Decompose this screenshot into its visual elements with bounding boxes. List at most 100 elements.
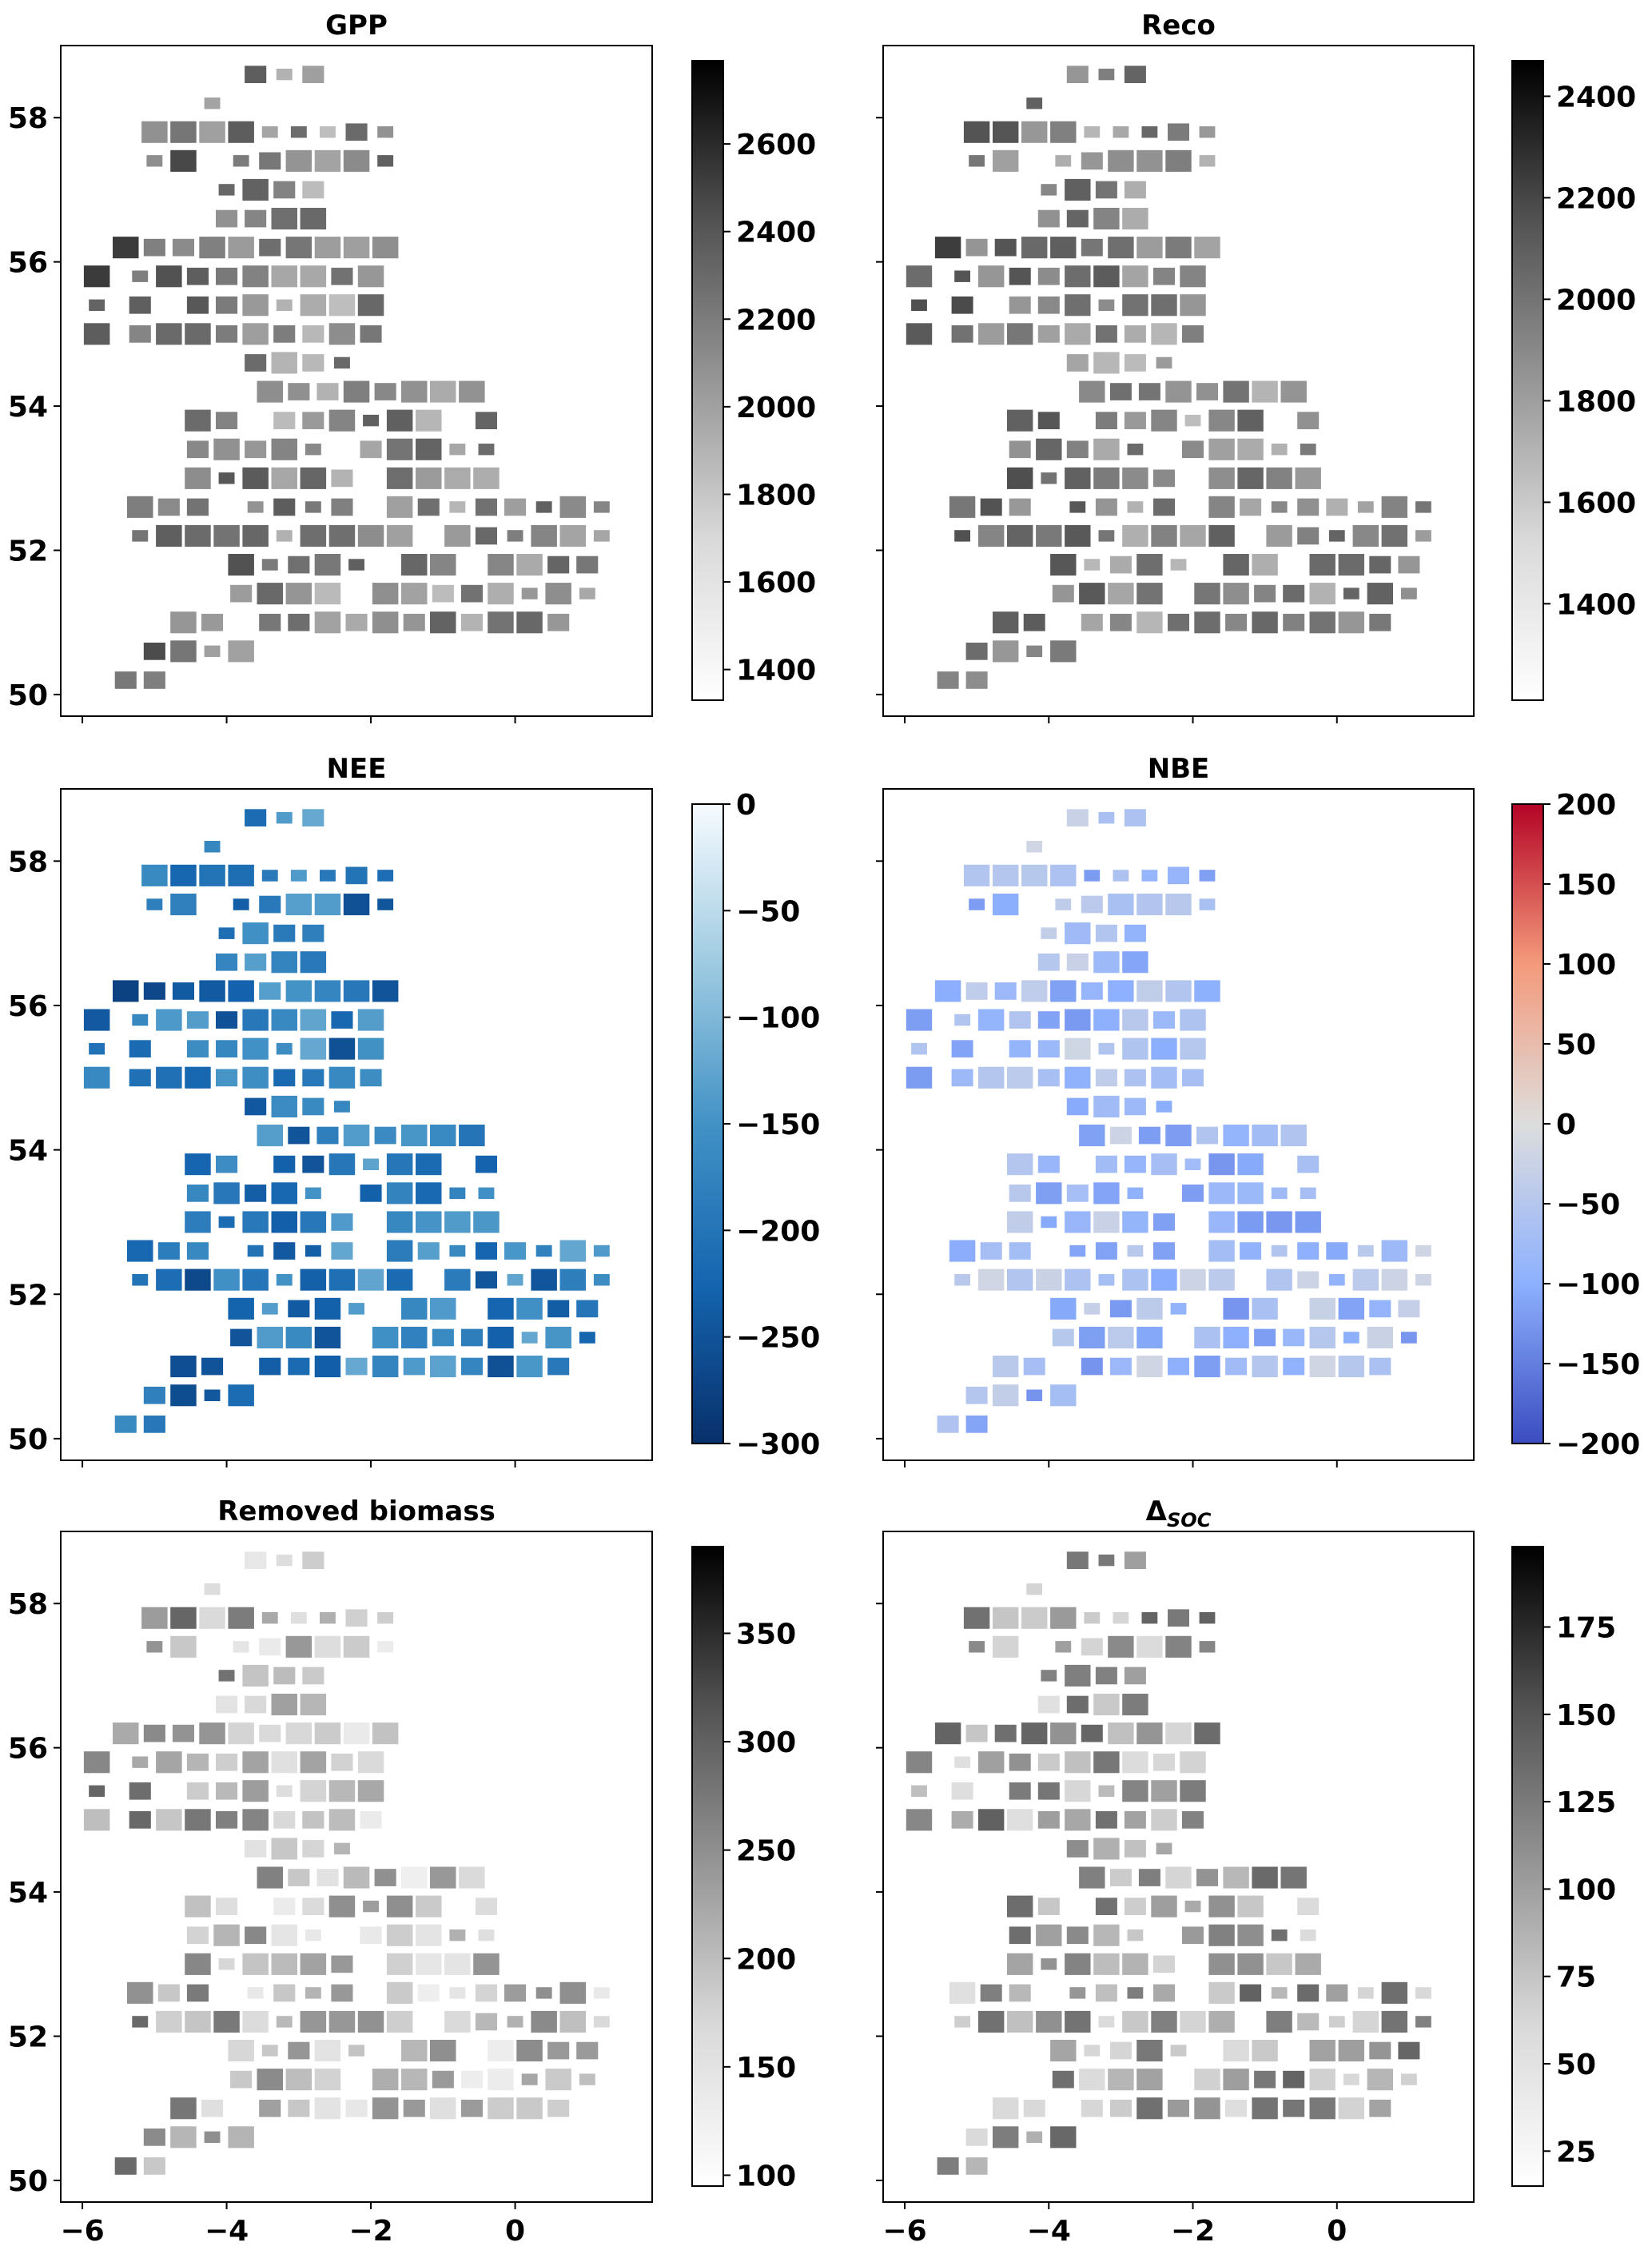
colorbar-tick-label: 1600 [736,567,816,599]
grid-cell [1338,2097,1364,2120]
grid-cell [507,2016,523,2028]
grid-cell [1136,2069,1163,2091]
grid-cell [430,554,456,576]
grid-cell [331,1011,353,1029]
grid-cell [157,1984,180,2002]
grid-cell [377,870,394,882]
grid-cell [213,1182,240,1205]
grid-cell [170,611,197,634]
grid-cell [276,1042,293,1055]
colorbar-tick-label: 150 [1556,869,1616,902]
grid-cell [328,2010,356,2033]
grid-cell [906,1809,933,1831]
colorbar [691,1546,724,2187]
panel-3: NBE 200 150 100 50 0 −50 −100 −150 −200 [876,753,1640,1467]
panel-title-text: Removed biomass [217,1495,496,1527]
grid-cell [331,1213,353,1231]
grid-cell [374,1869,396,1886]
grid-cell [1180,2010,1206,2033]
grid-cell [1237,1153,1264,1176]
grid-cell [1266,2010,1292,2033]
grid-cell [288,1357,310,1376]
grid-cell [186,296,209,314]
grid-cell [216,267,238,285]
grid-cell [1309,1297,1336,1320]
grid-cell [259,613,281,631]
panel-title-text: NBE [1148,753,1210,785]
grid-cell [288,556,310,574]
grid-cell [1153,469,1175,488]
grid-cell [1084,126,1101,138]
grid-cell [1136,1326,1163,1348]
grid-cell [1283,1357,1305,1376]
grid-cell [475,2013,497,2031]
grid-cell [305,1187,321,1200]
grid-cell [1357,501,1374,513]
grid-cell [1079,1326,1105,1348]
grid-cell [1271,1187,1288,1200]
grid-cell [949,1240,976,1262]
grid-cell [271,1211,297,1233]
grid-cell [1153,1242,1175,1260]
grid-cell [1208,1924,1235,1946]
grid-cell [449,444,466,456]
grid-cell [416,467,442,489]
grid-cell [143,1386,165,1404]
grid-cell [1367,1326,1393,1348]
grid-cell [1415,2016,1431,2028]
grid-cell [951,325,973,343]
grid-cell [242,1780,269,1802]
grid-cell [1168,1609,1189,1627]
grid-cell [1295,1211,1321,1233]
grid-cell [328,524,356,547]
grid-cell [1252,380,1278,403]
grid-cell [416,1153,442,1176]
grid-cell [156,1809,182,1831]
grid-cell [1007,409,1033,432]
grid-cell [156,323,182,345]
grid-cell [1065,1809,1091,1831]
grid-cell [1141,1612,1158,1624]
grid-cell [186,1185,209,1202]
grid-cell [1153,1011,1175,1029]
grid-cell [204,98,221,110]
colorbar-tick-label: 150 [1556,1699,1616,1732]
grid-cell [1055,1641,1072,1653]
grid-cell [1180,1751,1206,1774]
grid-cell [314,237,341,259]
grid-cell [1252,1356,1278,1378]
grid-cell [416,1182,442,1205]
colorbar-tick-label: −50 [736,895,800,928]
grid-cell [1208,1211,1235,1233]
grid-cell [1415,501,1431,513]
grid-cell [1309,2069,1336,2091]
grid-cell [579,1332,595,1344]
grid-cell [290,126,307,138]
grid-cell [357,524,384,547]
grid-cell [1122,1211,1148,1233]
grid-cell [386,409,413,432]
grid-cell [360,1185,382,1202]
grid-cell [216,1898,238,1915]
grid-cell [242,1664,269,1687]
grid-cell [1343,587,1359,599]
grid-cell [300,1751,327,1774]
grid-cell [1151,1268,1177,1291]
grid-cell [1237,467,1264,489]
grid-cell [288,2041,310,2060]
grid-cell [285,149,312,172]
grid-cell [401,1125,428,1147]
grid-cell [1084,1303,1101,1315]
grid-cell [593,501,610,513]
grid-cell [386,1211,413,1233]
grid-cell [1069,501,1086,513]
grid-cell [593,2016,610,2028]
grid-cell [1151,1037,1177,1060]
grid-cell [1093,1182,1120,1205]
axes-frame [60,45,653,717]
grid-cell [1165,1722,1192,1745]
grid-cell [314,611,341,634]
grid-cell [430,611,456,634]
grid-cell [1037,1695,1060,1714]
grid-cell [386,1981,413,2004]
